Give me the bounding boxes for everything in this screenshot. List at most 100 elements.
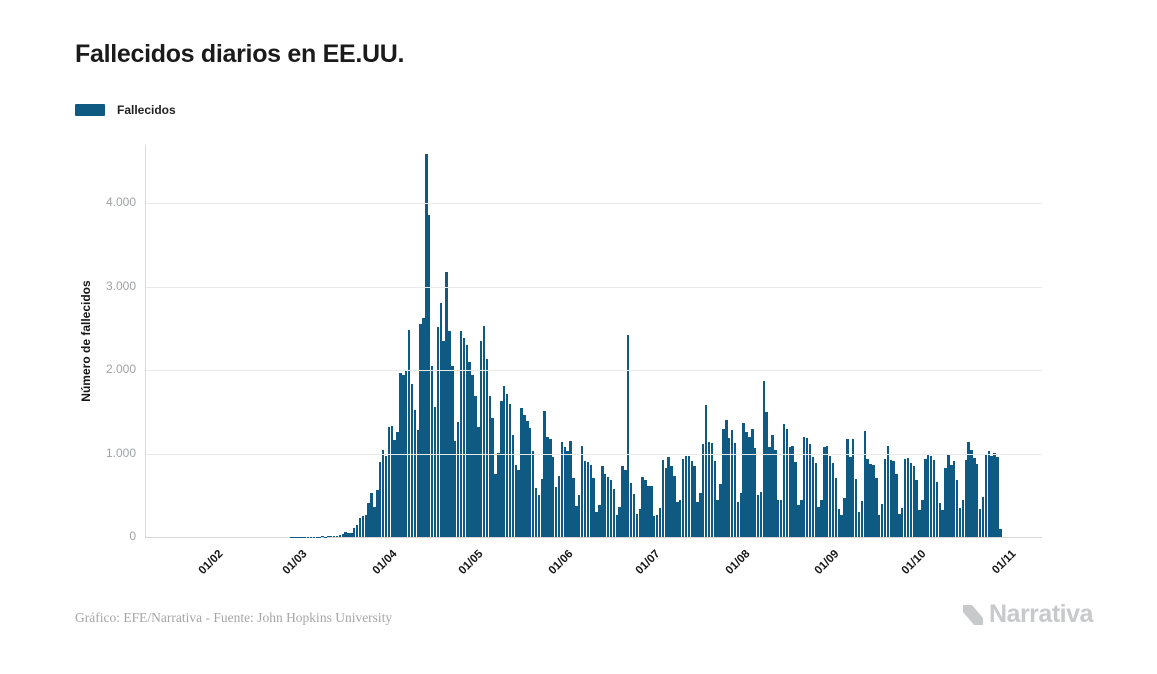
bar[interactable] bbox=[924, 458, 927, 537]
bar[interactable] bbox=[834, 477, 838, 537]
bar[interactable] bbox=[485, 359, 489, 537]
bar[interactable] bbox=[875, 478, 878, 537]
bar[interactable] bbox=[716, 499, 719, 537]
bar[interactable] bbox=[329, 536, 333, 537]
bar[interactable] bbox=[751, 429, 754, 537]
bar[interactable] bbox=[739, 492, 742, 537]
bar[interactable] bbox=[696, 501, 699, 537]
bar[interactable] bbox=[373, 506, 376, 537]
bar[interactable] bbox=[335, 535, 339, 537]
bar[interactable] bbox=[624, 470, 627, 537]
bar[interactable] bbox=[699, 492, 702, 537]
bar[interactable] bbox=[390, 426, 393, 537]
bar[interactable] bbox=[653, 515, 656, 537]
bar[interactable] bbox=[410, 384, 414, 537]
bar[interactable] bbox=[921, 499, 924, 537]
bar[interactable] bbox=[955, 480, 959, 537]
bar[interactable] bbox=[707, 441, 711, 537]
bar[interactable] bbox=[664, 467, 667, 537]
bar[interactable] bbox=[537, 494, 541, 537]
bar[interactable] bbox=[413, 409, 417, 537]
bar[interactable] bbox=[370, 493, 373, 537]
bar[interactable] bbox=[889, 460, 892, 537]
bar[interactable] bbox=[621, 466, 624, 537]
bar[interactable] bbox=[912, 466, 916, 537]
bar[interactable] bbox=[381, 449, 385, 537]
bar[interactable] bbox=[759, 491, 763, 537]
bar[interactable] bbox=[993, 453, 996, 537]
bar[interactable] bbox=[540, 479, 543, 537]
bar[interactable] bbox=[482, 326, 486, 537]
bar[interactable] bbox=[350, 533, 353, 537]
bar[interactable] bbox=[569, 440, 572, 537]
bar[interactable] bbox=[393, 439, 396, 537]
bar[interactable] bbox=[523, 415, 526, 537]
bar[interactable] bbox=[958, 508, 962, 537]
bar[interactable] bbox=[355, 525, 359, 537]
bar[interactable] bbox=[771, 435, 774, 537]
bar[interactable] bbox=[511, 435, 515, 537]
bar[interactable] bbox=[837, 508, 841, 537]
bar[interactable] bbox=[831, 462, 835, 537]
bar[interactable] bbox=[852, 439, 855, 537]
bar[interactable] bbox=[967, 442, 970, 537]
bar[interactable] bbox=[964, 459, 967, 537]
bar[interactable] bbox=[782, 423, 786, 537]
bar[interactable] bbox=[687, 456, 691, 537]
bar[interactable] bbox=[505, 393, 509, 537]
bar[interactable] bbox=[396, 432, 399, 537]
bar[interactable] bbox=[860, 500, 864, 537]
bar[interactable] bbox=[462, 337, 466, 537]
bar[interactable] bbox=[800, 499, 803, 537]
bar[interactable] bbox=[906, 458, 910, 537]
bar[interactable] bbox=[978, 508, 982, 537]
bar[interactable] bbox=[494, 474, 497, 537]
bar[interactable] bbox=[428, 215, 431, 537]
bar[interactable] bbox=[762, 381, 766, 537]
bar[interactable] bbox=[742, 423, 745, 537]
bar[interactable] bbox=[341, 533, 344, 537]
bar[interactable] bbox=[840, 514, 843, 537]
bar[interactable] bbox=[670, 466, 673, 537]
legend-item-fallecidos[interactable]: Fallecidos bbox=[75, 103, 176, 117]
bar[interactable] bbox=[546, 437, 549, 537]
bar[interactable] bbox=[981, 497, 985, 537]
bar[interactable] bbox=[733, 442, 737, 537]
bar[interactable] bbox=[364, 514, 368, 537]
bar[interactable] bbox=[779, 500, 783, 537]
bar[interactable] bbox=[817, 506, 820, 537]
bar[interactable] bbox=[869, 464, 872, 537]
bar[interactable] bbox=[353, 527, 356, 537]
bar[interactable] bbox=[713, 460, 717, 537]
bar[interactable] bbox=[915, 479, 918, 537]
bar[interactable] bbox=[629, 482, 633, 537]
bar[interactable] bbox=[618, 506, 621, 537]
bar[interactable] bbox=[823, 446, 826, 537]
bar[interactable] bbox=[367, 502, 370, 537]
bar[interactable] bbox=[684, 455, 688, 537]
bar[interactable] bbox=[661, 460, 665, 537]
bar[interactable] bbox=[826, 446, 829, 537]
bar[interactable] bbox=[503, 385, 506, 537]
bar[interactable] bbox=[866, 459, 869, 537]
bar[interactable] bbox=[641, 476, 644, 537]
bar[interactable] bbox=[543, 411, 546, 537]
bar[interactable] bbox=[445, 271, 448, 537]
bar[interactable] bbox=[379, 462, 382, 537]
bar[interactable] bbox=[592, 477, 595, 537]
bar[interactable] bbox=[863, 430, 866, 537]
bar[interactable] bbox=[849, 456, 852, 537]
bar[interactable] bbox=[973, 457, 976, 537]
bar[interactable] bbox=[638, 509, 642, 537]
bar[interactable] bbox=[531, 450, 535, 537]
bar[interactable] bbox=[500, 401, 503, 537]
bar[interactable] bbox=[987, 451, 991, 537]
bar[interactable] bbox=[730, 430, 734, 537]
bar[interactable] bbox=[947, 454, 950, 537]
bar[interactable] bbox=[704, 404, 708, 537]
bar[interactable] bbox=[332, 536, 336, 537]
bar[interactable] bbox=[456, 421, 460, 537]
bar[interactable] bbox=[488, 396, 492, 537]
bar[interactable] bbox=[765, 411, 768, 537]
bar[interactable] bbox=[583, 461, 587, 537]
